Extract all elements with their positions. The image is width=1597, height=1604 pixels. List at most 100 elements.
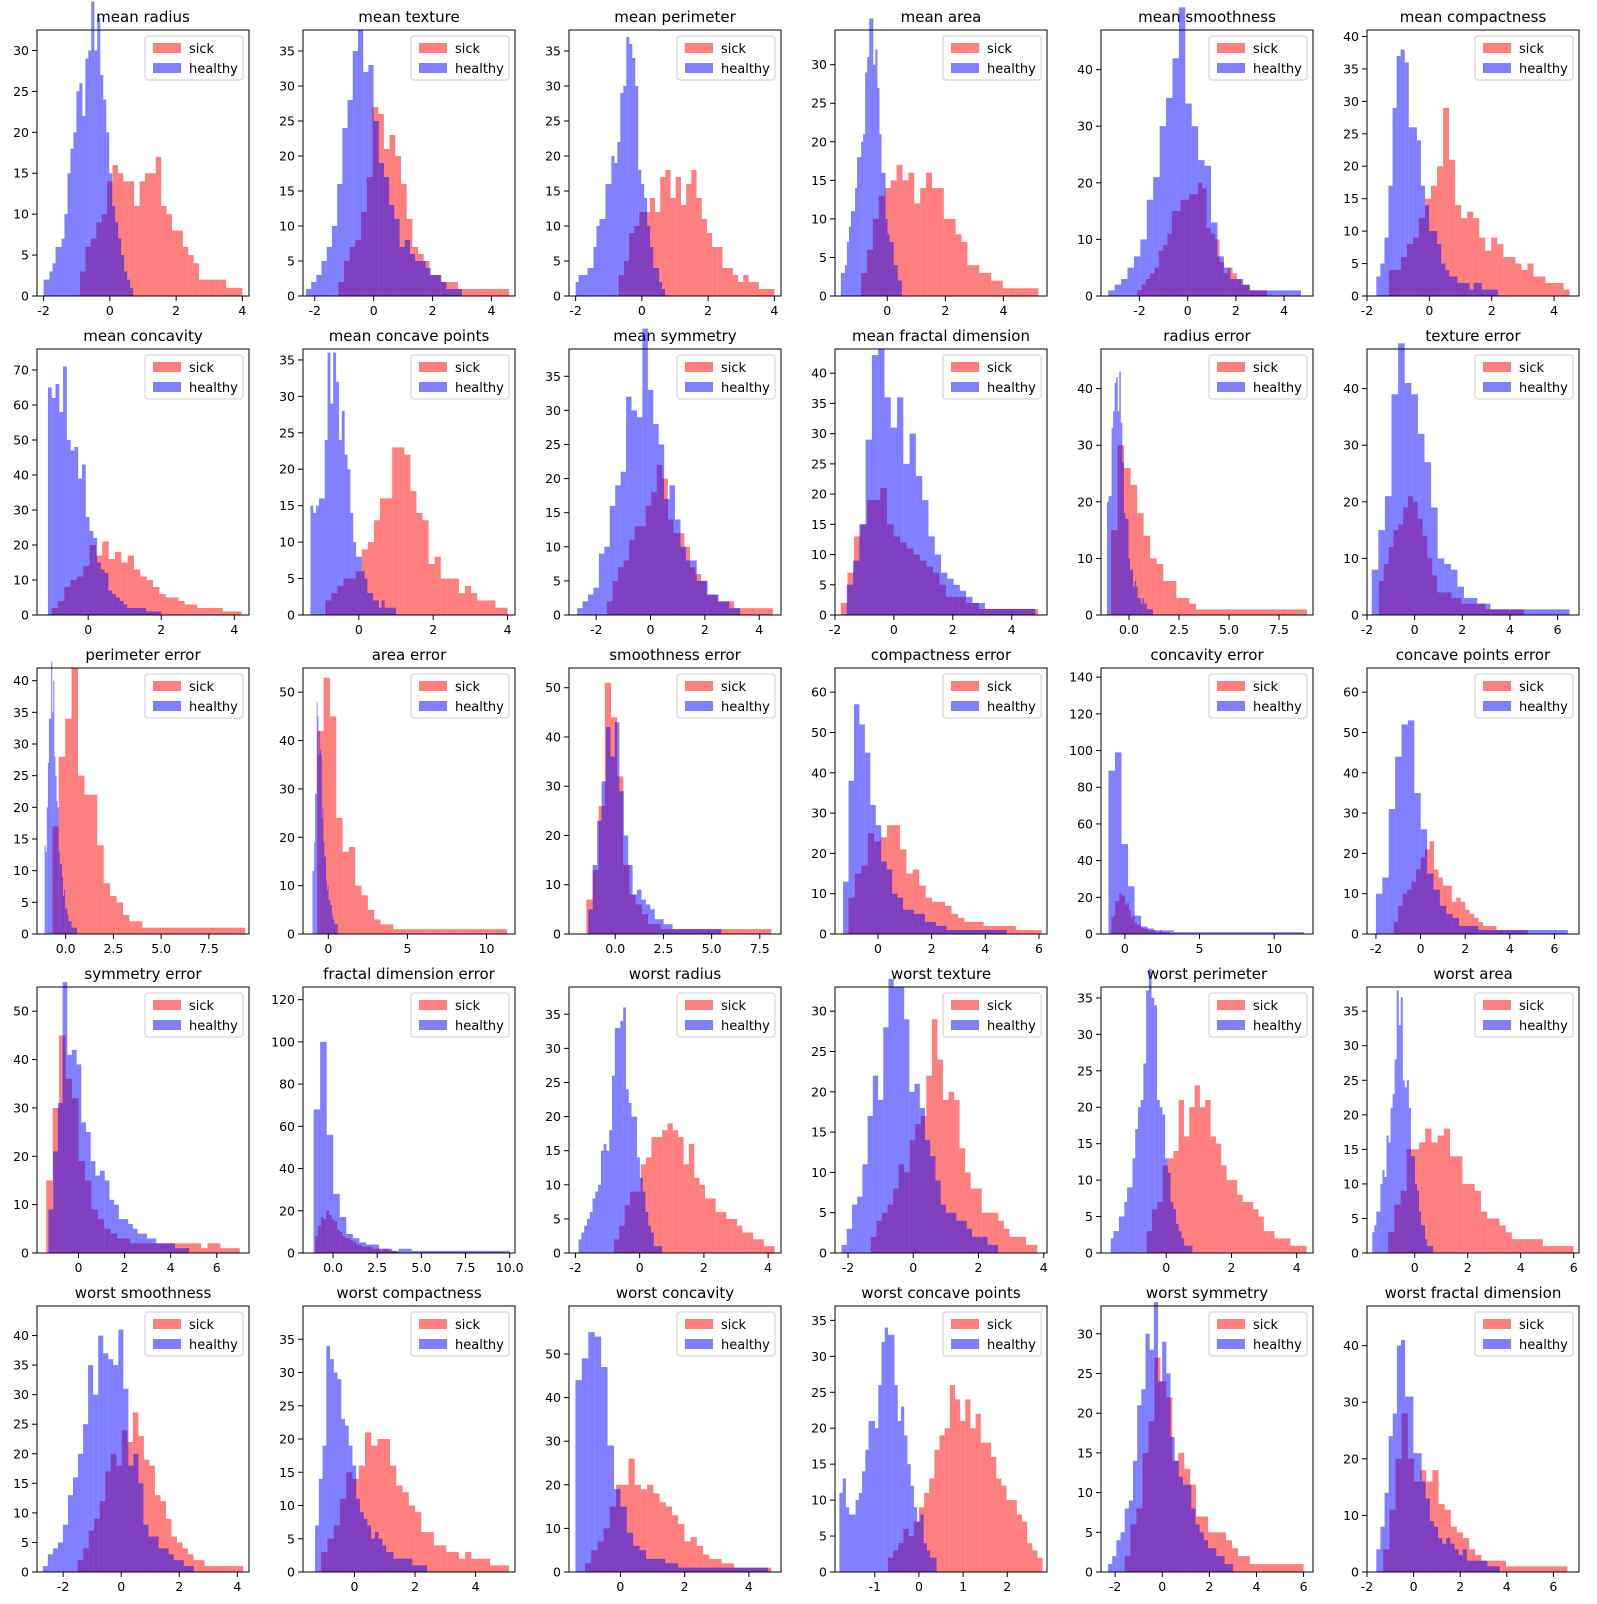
histogram-bar-healthy — [654, 919, 660, 934]
histogram-bar-healthy — [142, 608, 147, 615]
histogram-bar-sick — [1567, 1246, 1574, 1253]
histogram-bar-sick — [737, 1225, 743, 1253]
axes-frame — [568, 29, 782, 297]
histogram-bar-sick — [1478, 921, 1484, 934]
histogram-bar-healthy — [73, 1477, 79, 1572]
histogram-bar-sick — [1539, 276, 1546, 296]
legend-label-healthy: healthy — [721, 1019, 770, 1034]
histogram-bar-healthy — [93, 1394, 99, 1572]
histogram-bar-sick — [1287, 609, 1294, 615]
histogram-bar-healthy — [703, 929, 708, 934]
y-tick-label: 35 — [1077, 990, 1093, 1005]
y-tick-label: 20 — [1343, 494, 1359, 509]
histogram-bar-sick — [675, 177, 681, 296]
histogram-bar-healthy — [631, 410, 637, 615]
histogram-bar-healthy — [1470, 1560, 1476, 1572]
histogram-bar-healthy — [668, 924, 673, 934]
histogram-bar-healthy — [1429, 1521, 1434, 1572]
histogram-bar-healthy — [1449, 276, 1454, 296]
histogram-bar-healthy — [961, 1220, 967, 1253]
y-tick-label: 0 — [819, 927, 827, 942]
x-tick-label: 2 — [928, 941, 936, 956]
histogram-bar-sick — [1237, 1556, 1244, 1572]
histogram-bar-healthy — [581, 1232, 585, 1253]
subplot-title: mean radius — [96, 8, 190, 26]
histogram-bar-sick — [1267, 1564, 1274, 1572]
histogram-bar-sick — [934, 1449, 940, 1572]
y-tick-label: 10 — [811, 1165, 827, 1180]
histogram-bar-sick — [1182, 598, 1190, 615]
histogram-bar-sick — [1443, 1128, 1451, 1253]
subplot-title: worst concavity — [616, 1284, 734, 1302]
subplot-title: worst texture — [891, 965, 991, 983]
y-tick-label: 5 — [287, 1531, 295, 1546]
legend-label-sick: sick — [189, 42, 215, 57]
histogram-bar-healthy — [397, 1558, 402, 1572]
histogram-bar-sick — [176, 1542, 183, 1572]
x-tick-label: 4 — [1517, 1260, 1525, 1275]
histogram-bar-healthy — [1136, 586, 1138, 615]
x-tick-label: 5.0 — [411, 1260, 431, 1275]
histogram-bar-healthy — [73, 927, 75, 934]
histogram-bar-healthy — [109, 173, 113, 296]
histogram-bar-healthy — [359, 1512, 364, 1572]
histogram-bar-sick — [738, 282, 744, 296]
histogram-bar-healthy — [51, 398, 56, 615]
histogram-bar-healthy — [496, 1250, 504, 1253]
y-tick-label: 20 — [279, 462, 295, 477]
x-tick-label: 0 — [636, 1260, 644, 1275]
histogram-bar-healthy — [338, 440, 342, 615]
histogram-bar-sick — [483, 1558, 491, 1572]
histogram-bar-healthy — [690, 929, 695, 934]
histogram-bar-healthy — [879, 134, 882, 296]
histogram-bar-healthy — [1121, 1216, 1125, 1253]
y-tick-label: 35 — [13, 705, 29, 720]
histogram-bar-sick — [458, 1558, 466, 1572]
histogram-bar-sick — [219, 927, 226, 934]
histogram-bar-healthy — [43, 279, 47, 296]
y-tick-label: 30 — [1343, 1038, 1359, 1053]
histogram-bar-sick — [960, 1421, 966, 1572]
histogram-bar-healthy — [119, 601, 124, 615]
histogram-bar-sick — [1555, 1566, 1562, 1572]
y-tick-label: 0 — [21, 1246, 29, 1261]
histogram-bar-healthy — [974, 929, 980, 934]
legend-label-healthy: healthy — [1253, 62, 1302, 77]
histogram-bar-healthy — [1433, 231, 1438, 296]
histogram-bar-sick — [123, 915, 130, 934]
histogram-bar-healthy — [170, 1243, 176, 1253]
histogram-bar-sick — [367, 909, 375, 934]
histogram-bar-sick — [1548, 1246, 1556, 1253]
histogram-bar-healthy — [46, 279, 50, 296]
histogram-bar-healthy — [1199, 1532, 1204, 1572]
histogram-bar-sick — [1253, 1209, 1259, 1253]
subplot-title: concavity error — [1150, 646, 1264, 664]
legend-swatch-sick — [951, 43, 979, 53]
histogram-bar-sick — [1432, 1470, 1439, 1572]
histogram-bar-healthy — [1429, 1246, 1432, 1253]
histogram-bar-healthy — [638, 170, 642, 296]
histogram-bar-sick — [201, 1248, 208, 1253]
histogram-bar-sick — [149, 1465, 155, 1572]
histogram-bar-sick — [665, 170, 671, 296]
legend-label-sick: sick — [455, 361, 481, 376]
subplot-title: mean concave points — [329, 327, 490, 345]
histogram-bar-healthy — [378, 1538, 383, 1572]
histogram-bar-healthy — [734, 608, 741, 615]
subplot-title: mean texture — [358, 8, 459, 26]
histogram-bar-healthy — [848, 226, 851, 296]
x-tick-label: 2 — [1003, 1579, 1011, 1594]
histogram-bar-sick — [180, 927, 188, 934]
histogram-bar-sick — [371, 1445, 378, 1572]
histogram-bar-healthy — [1372, 1232, 1375, 1253]
histogram-bar-healthy — [1113, 411, 1115, 615]
histogram-bar-sick — [1493, 1218, 1500, 1253]
histogram-bar-sick — [931, 1019, 938, 1253]
histogram-bar-healthy — [392, 1250, 399, 1253]
histogram-bar-healthy — [1496, 609, 1504, 615]
y-tick-label: 15 — [545, 184, 561, 199]
histogram-bar-sick — [740, 929, 747, 934]
histogram-bar-healthy — [1429, 231, 1434, 296]
